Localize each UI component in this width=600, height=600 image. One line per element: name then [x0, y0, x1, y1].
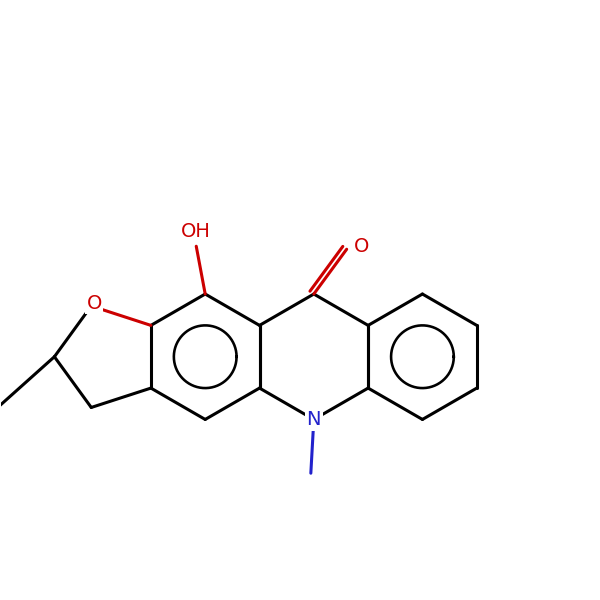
Text: O: O: [86, 293, 102, 313]
Text: OH: OH: [181, 222, 211, 241]
Text: N: N: [307, 410, 321, 429]
Text: O: O: [354, 237, 369, 256]
